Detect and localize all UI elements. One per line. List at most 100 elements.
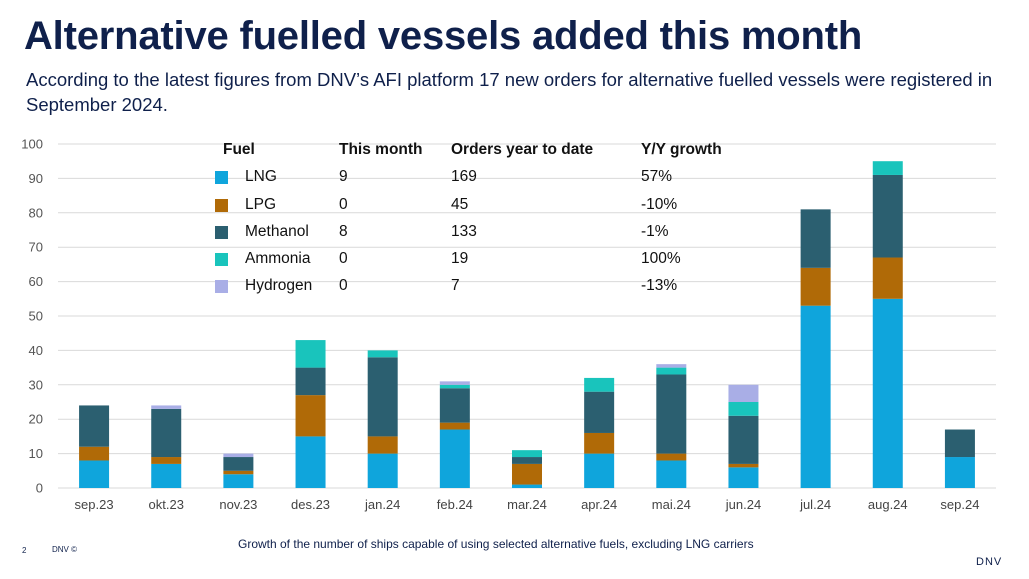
bar-segment-lpg (439, 422, 470, 430)
bar-segment-hydrogen (728, 384, 759, 402)
x-tick-label: sep.23 (75, 497, 114, 512)
y-tick-label: 100 (21, 137, 43, 152)
page-subtitle: According to the latest figures from DNV… (26, 69, 993, 115)
y-tick-label: 0 (36, 481, 43, 496)
bar-segment-lpg (367, 436, 398, 454)
bar-segment-ammonia (512, 450, 542, 458)
bar-segment-lng (872, 298, 903, 488)
bar-segment-ammonia (656, 367, 687, 375)
x-tick-label: apr.24 (581, 497, 617, 512)
bar-segment-lpg (151, 457, 182, 464)
legend-this-month: 0 (339, 250, 348, 267)
chart-footnote: Growth of the number of ships capable of… (238, 537, 754, 551)
legend-swatch (215, 253, 228, 266)
legend-yoy: -10% (641, 196, 678, 213)
bar-segment-lng (944, 457, 975, 488)
y-tick-label: 10 (29, 446, 43, 461)
legend-swatch (215, 226, 228, 239)
bar-segment-methanol (512, 457, 542, 464)
y-tick-label: 20 (29, 412, 43, 427)
legend-fuel: Hydrogen (245, 277, 313, 294)
bar-segment-lng (800, 305, 831, 488)
bar-segment-lng (656, 460, 687, 488)
x-tick-label: jun.24 (725, 497, 761, 512)
legend-ytd: 7 (451, 277, 460, 294)
header-yoy-growth: Y/Y growth (641, 141, 722, 158)
bar-segment-ammonia (584, 377, 615, 392)
footer-brand: DNV © (52, 545, 78, 554)
bar-segment-lng (584, 453, 615, 488)
legend-yoy: 57% (641, 168, 673, 185)
legend-this-month: 0 (339, 277, 348, 294)
bar-segment-methanol (151, 408, 182, 458)
bar-segment-methanol (728, 415, 759, 464)
legend-this-month: 0 (339, 196, 348, 213)
bar-segment-lpg (295, 395, 326, 437)
page-title: Alternative fuelled vessels added this m… (24, 14, 863, 58)
bar-segment-lng (79, 460, 110, 488)
y-tick-label: 50 (29, 309, 43, 324)
x-tick-label: mar.24 (507, 497, 547, 512)
bar-segment-ammonia (728, 402, 759, 416)
header-orders-ytd: Orders year to date (451, 141, 594, 158)
x-tick-label: aug.24 (868, 497, 908, 512)
y-tick-label: 90 (29, 171, 43, 186)
bar-segment-lpg (584, 432, 615, 454)
x-tick-label: sep.24 (940, 497, 979, 512)
legend-yoy: -1% (641, 223, 669, 240)
bar-segment-methanol (944, 429, 975, 458)
legend-this-month: 8 (339, 223, 348, 240)
legend-fuel: LNG (245, 168, 277, 185)
x-tick-label: des.23 (291, 497, 330, 512)
y-tick-label: 80 (29, 205, 43, 220)
y-tick-label: 60 (29, 274, 43, 289)
header-fuel: Fuel (223, 141, 255, 158)
bar-segment-methanol (584, 391, 615, 433)
bar-segment-methanol (223, 457, 254, 471)
bar-segment-lng (367, 453, 398, 488)
bar-segment-lpg (656, 453, 687, 461)
bar-segment-hydrogen (151, 405, 182, 409)
x-tick-label: jan.24 (364, 497, 400, 512)
bar-segment-lng (512, 484, 542, 488)
legend-yoy: -13% (641, 277, 678, 294)
page-number: 2 (22, 546, 27, 555)
bar-segment-methanol (367, 357, 398, 437)
y-tick-label: 70 (29, 240, 43, 255)
bar-segment-ammonia (872, 161, 903, 175)
bar-segment-lpg (728, 463, 759, 468)
bar-segment-lng (151, 463, 182, 488)
bar-segment-methanol (439, 388, 470, 423)
header-this-month: This month (339, 141, 423, 158)
bar-segment-ammonia (367, 350, 398, 358)
bar-segment-methanol (79, 405, 110, 447)
x-tick-label: nov.23 (219, 497, 257, 512)
bar-segment-methanol (656, 374, 687, 454)
legend-fuel: Methanol (245, 223, 309, 240)
bar-segment-methanol (800, 209, 831, 268)
bar-segment-ammonia (439, 384, 470, 389)
bar-segment-lng (295, 436, 326, 488)
legend-fuel: Ammonia (245, 250, 311, 267)
legend-swatch (215, 199, 228, 212)
bar-segment-hydrogen (223, 453, 254, 458)
bar-segment-lpg (800, 267, 831, 306)
bar-segment-lpg (223, 470, 254, 475)
bar-segment-methanol (295, 367, 326, 396)
bar-segment-hydrogen (439, 381, 470, 385)
bar-segment-lpg (512, 463, 542, 485)
x-tick-label: jul.24 (799, 497, 831, 512)
legend-ytd: 133 (451, 223, 477, 240)
x-tick-label: feb.24 (437, 497, 473, 512)
legend-ytd: 169 (451, 168, 477, 185)
dnv-logo: DNV (976, 556, 1003, 568)
legend-swatch (215, 280, 228, 293)
legend-swatch (215, 171, 228, 184)
legend-yoy: 100% (641, 250, 681, 267)
legend-this-month: 9 (339, 168, 348, 185)
legend-fuel: LPG (245, 196, 277, 213)
bar-segment-lng (728, 467, 759, 488)
bar-segment-hydrogen (656, 364, 687, 368)
y-tick-label: 30 (29, 377, 43, 392)
bar-segment-lpg (79, 446, 110, 461)
